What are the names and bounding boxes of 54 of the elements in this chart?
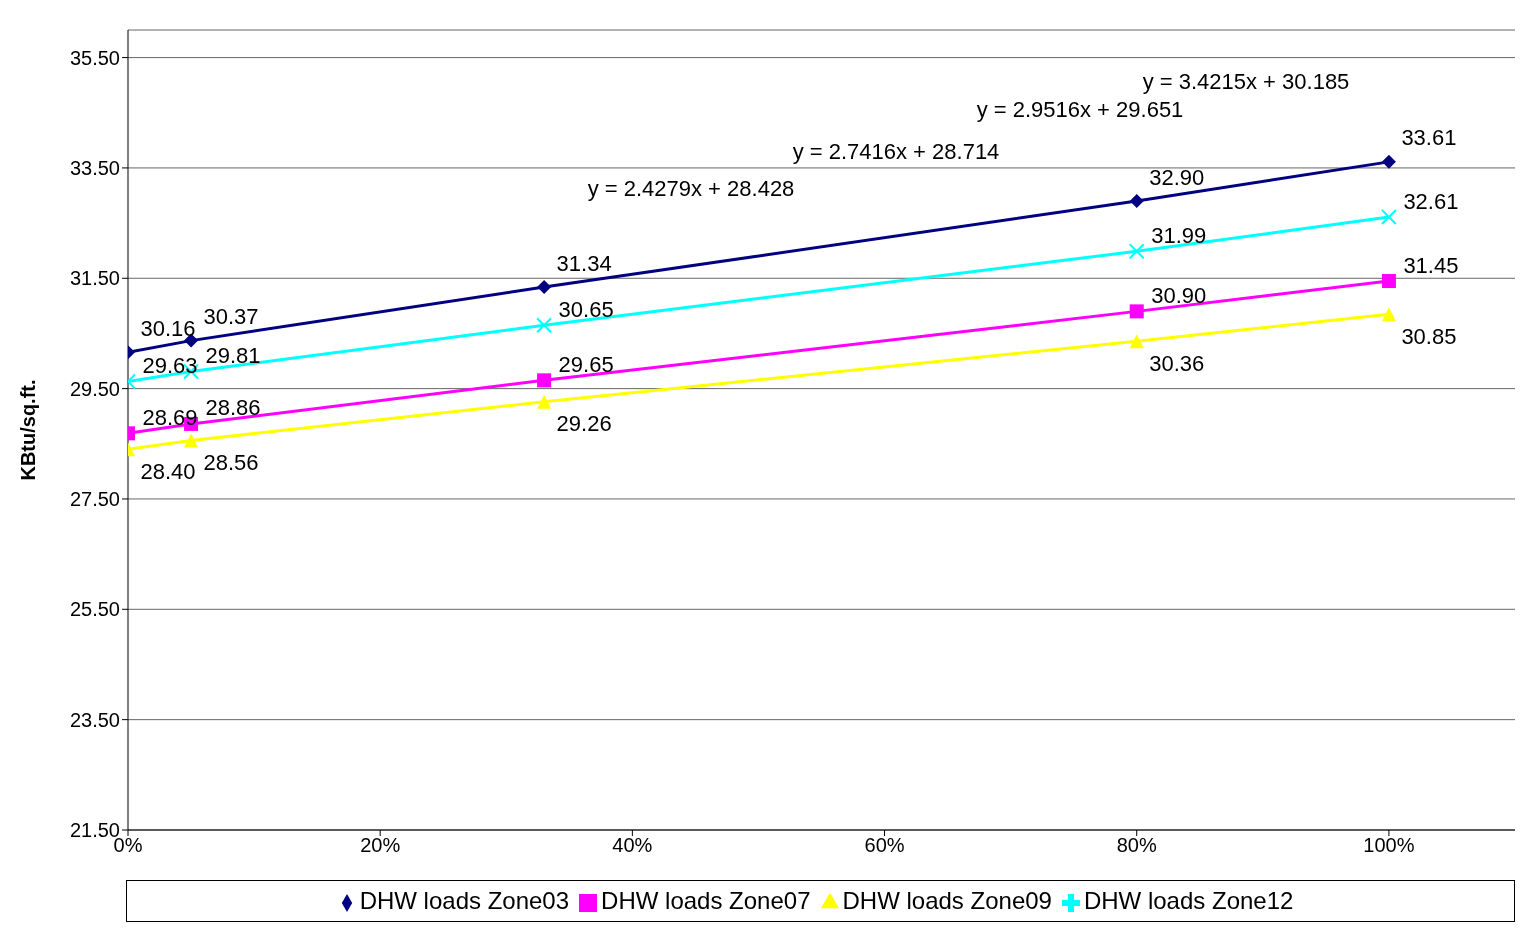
point <box>1380 209 1397 226</box>
y-tick-label: 31.50 <box>69 267 120 290</box>
point <box>1129 304 1144 319</box>
data-label: 30.37 <box>203 304 259 330</box>
data-label: 28.86 <box>205 395 261 421</box>
data-label: 31.34 <box>556 250 612 276</box>
data-label: 30.90 <box>1151 282 1207 308</box>
y-tick-label: 27.50 <box>69 488 120 511</box>
data-label: 28.69 <box>142 404 198 430</box>
point <box>537 280 552 295</box>
point <box>1128 243 1145 260</box>
data-label: 29.81 <box>205 343 261 369</box>
point <box>537 394 552 409</box>
annotation: y = 2.7416x + 28.714 <box>791 139 1001 165</box>
y-tick-label: 25.50 <box>69 598 120 621</box>
point <box>1129 194 1144 209</box>
point <box>1381 274 1396 289</box>
legend-label: DHW loads Zone12 <box>1083 887 1294 914</box>
point <box>536 317 553 334</box>
data-label: 31.99 <box>1151 222 1207 248</box>
x-tick-label: 40% <box>612 834 653 857</box>
data-label: 33.61 <box>1401 125 1457 151</box>
point <box>1381 307 1396 322</box>
legend-label: DHW loads Zone03 <box>359 887 570 914</box>
x-tick-label: 60% <box>864 834 905 857</box>
point <box>1129 334 1144 349</box>
legend-label: DHW loads Zone07 <box>601 887 811 914</box>
point <box>537 373 552 388</box>
data-label: 32.61 <box>1403 188 1459 214</box>
data-label: 29.63 <box>142 352 198 378</box>
legend-label: DHW loads Zone09 <box>842 887 1052 914</box>
annotation: y = 2.4279x + 28.428 <box>586 176 796 202</box>
x-tick-label: 80% <box>1116 834 1157 857</box>
x-tick-label: 100% <box>1363 834 1415 857</box>
data-label: 31.45 <box>1403 252 1459 278</box>
data-label: 32.90 <box>1149 164 1205 190</box>
data-label: 29.26 <box>556 411 612 437</box>
data-label: 28.40 <box>140 458 196 484</box>
data-label: 30.85 <box>1401 323 1457 349</box>
y-tick-label: 23.50 <box>69 708 120 731</box>
data-label: 29.65 <box>558 351 614 377</box>
y-axis-title: KBtu/sq.ft. <box>17 379 40 481</box>
data-label: 28.56 <box>203 449 259 475</box>
point <box>1381 154 1396 169</box>
annotation: y = 3.4215x + 30.185 <box>1141 69 1351 95</box>
data-label: 30.16 <box>140 315 196 341</box>
point <box>184 433 199 448</box>
y-tick-label: 33.50 <box>69 157 120 180</box>
y-tick-label: 35.50 <box>69 46 120 69</box>
data-label: 30.36 <box>1149 350 1205 376</box>
data-label: 30.65 <box>558 296 614 322</box>
annotation: y = 2.9516x + 29.651 <box>975 97 1185 123</box>
x-tick-label: 20% <box>360 834 401 857</box>
y-tick-label: 29.50 <box>69 377 120 400</box>
